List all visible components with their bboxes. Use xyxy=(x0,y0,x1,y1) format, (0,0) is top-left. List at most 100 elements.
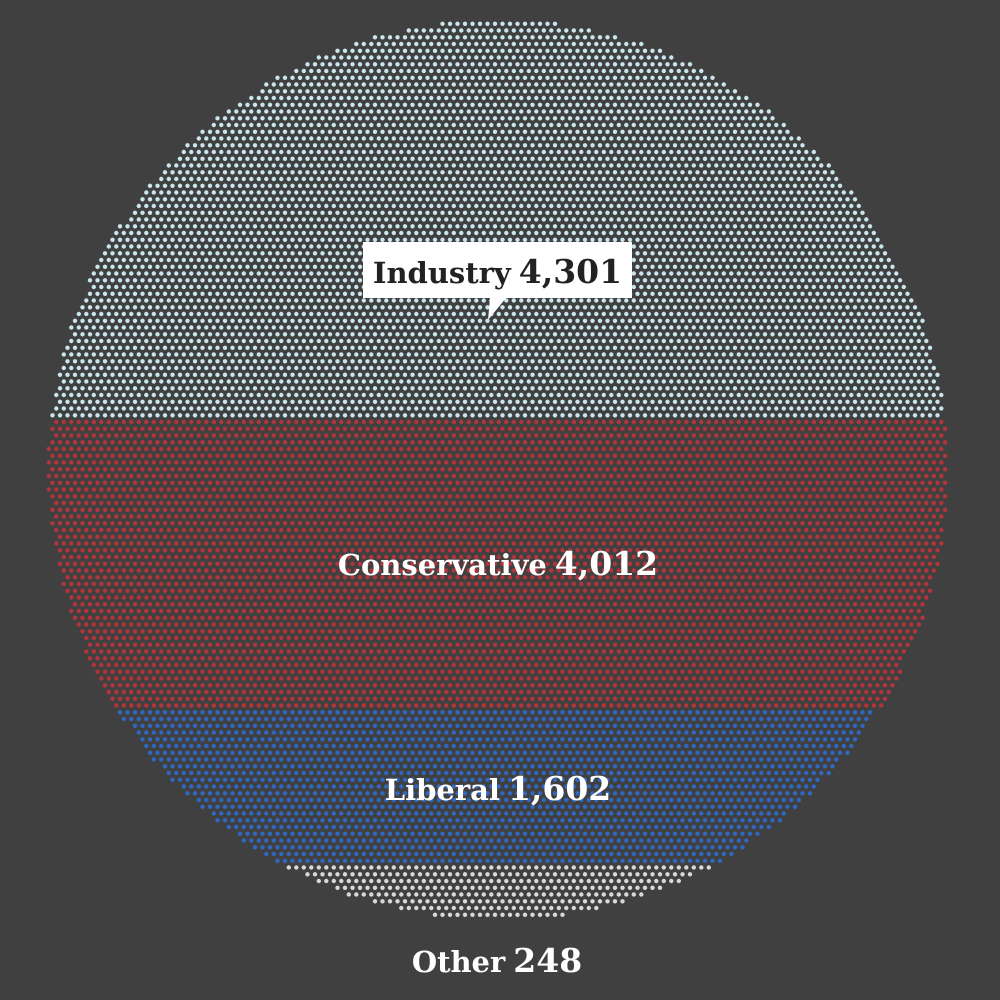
industry-dot xyxy=(327,251,333,256)
industry-dot xyxy=(466,217,471,222)
industry-dot xyxy=(687,291,693,296)
industry-dot xyxy=(421,149,426,155)
industry-dot xyxy=(867,291,873,296)
industry-dot xyxy=(661,122,666,128)
industry-dot xyxy=(342,318,348,323)
industry-dot xyxy=(687,264,693,269)
industry-dot xyxy=(882,318,888,323)
industry-dot xyxy=(530,75,535,81)
industry-dot xyxy=(354,163,359,168)
industry-dot xyxy=(391,352,396,357)
industry-dot xyxy=(327,62,333,67)
industry-dot xyxy=(609,325,614,330)
industry-dot xyxy=(684,325,689,330)
industry-dot xyxy=(796,136,801,141)
industry-dot xyxy=(845,345,850,350)
industry-dot xyxy=(766,244,771,249)
industry-dot xyxy=(511,55,516,60)
industry-dot xyxy=(762,372,768,377)
industry-dot xyxy=(781,338,786,344)
industry-dot xyxy=(717,332,723,337)
industry-dot xyxy=(200,264,205,269)
industry-dot xyxy=(335,359,340,364)
industry-dot xyxy=(545,35,550,40)
industry-dot xyxy=(534,203,539,209)
industry-dot xyxy=(511,122,516,128)
industry-dot xyxy=(777,305,783,310)
industry-dot xyxy=(706,109,711,114)
industry-dot xyxy=(601,122,606,128)
industry-dot xyxy=(552,102,558,108)
industry-dot xyxy=(714,95,719,101)
industry-dot xyxy=(395,102,400,108)
industry-dot xyxy=(234,122,239,128)
industry-dot xyxy=(639,68,644,74)
industry-dot xyxy=(395,210,400,215)
industry-dot xyxy=(282,89,288,94)
industry-dot xyxy=(361,41,366,47)
industry-dot xyxy=(736,311,741,317)
industry-dot xyxy=(620,116,625,121)
industry-dot xyxy=(129,311,134,317)
industry-dot xyxy=(391,230,396,236)
industry-dot xyxy=(597,224,603,229)
industry-dot xyxy=(402,183,408,188)
industry-dot xyxy=(477,332,483,337)
industry-dot xyxy=(402,62,408,67)
industry-dot xyxy=(774,392,779,398)
industry-dot xyxy=(481,28,486,33)
industry-dot xyxy=(372,318,378,323)
industry-dot xyxy=(657,386,663,391)
industry-dot xyxy=(414,28,419,33)
industry-dot xyxy=(91,392,97,398)
industry-dot xyxy=(815,224,820,229)
industry-dot xyxy=(189,338,194,344)
industry-dot xyxy=(871,311,876,317)
industry-dot xyxy=(369,203,374,209)
industry-dot xyxy=(414,95,419,101)
industry-dot xyxy=(556,122,561,128)
industry-dot xyxy=(125,264,130,269)
industry-dot xyxy=(650,332,655,337)
industry-dot xyxy=(732,386,738,391)
industry-dot xyxy=(564,325,569,330)
industry-dot xyxy=(695,89,700,94)
industry-dot xyxy=(316,163,321,168)
industry-dot xyxy=(481,109,486,114)
industry-dot xyxy=(762,156,768,161)
industry-dot xyxy=(725,278,730,283)
industry-dot xyxy=(631,244,636,249)
industry-dot xyxy=(740,170,745,175)
industry-dot xyxy=(597,116,603,121)
industry-dot xyxy=(297,291,303,296)
industry-dot xyxy=(609,203,614,209)
industry-dot xyxy=(834,203,839,209)
industry-dot xyxy=(785,386,790,391)
industry-dot xyxy=(519,122,524,128)
industry-dot xyxy=(579,136,584,141)
industry-dot xyxy=(282,156,288,161)
industry-dot xyxy=(316,244,321,249)
industry-dot xyxy=(822,359,828,364)
industry-dot xyxy=(402,210,408,215)
industry-dot xyxy=(556,109,561,114)
industry-dot xyxy=(339,379,344,384)
industry-dot xyxy=(342,102,348,108)
industry-dot xyxy=(151,325,156,330)
industry-dot xyxy=(436,365,441,371)
industry-dot xyxy=(350,345,355,350)
industry-dot xyxy=(114,230,119,236)
industry-dot xyxy=(264,311,269,317)
industry-dot xyxy=(376,68,381,74)
industry-dot xyxy=(710,183,715,188)
industry-dot xyxy=(819,298,824,303)
industry-dot xyxy=(575,62,580,67)
industry-dot xyxy=(189,163,194,168)
industry-dot xyxy=(725,372,730,377)
industry-dot xyxy=(275,251,280,256)
industry-dot xyxy=(110,305,115,310)
industry-dot xyxy=(395,372,400,377)
industry-dot xyxy=(826,379,831,384)
industry-dot xyxy=(736,352,741,357)
industry-dot xyxy=(237,102,243,108)
